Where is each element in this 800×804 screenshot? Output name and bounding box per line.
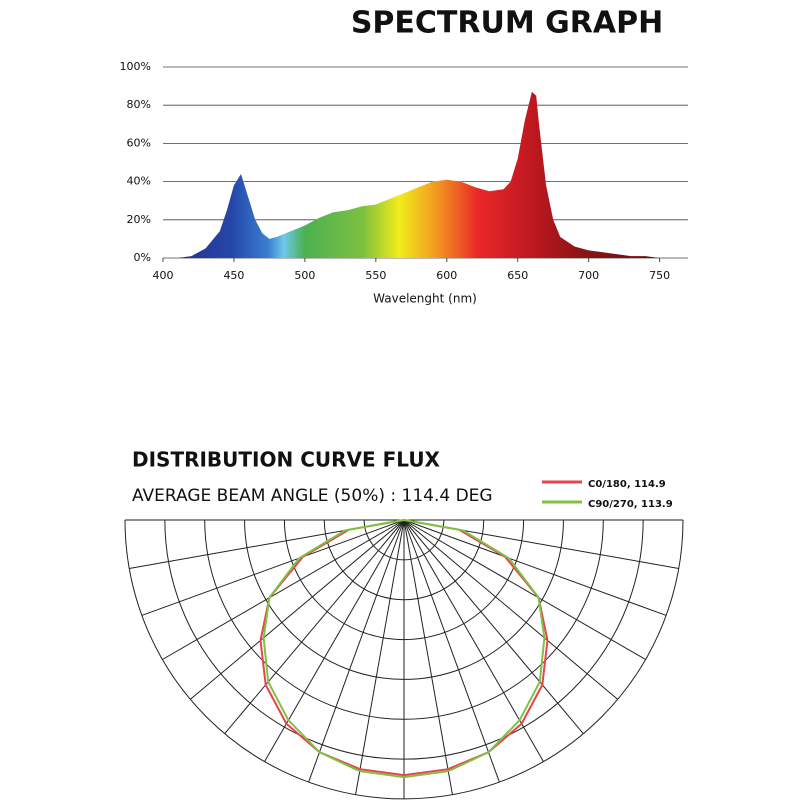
series-line [262,519,546,779]
x-tick-label: 700 [578,269,599,282]
x-tick-label: 750 [649,269,670,282]
grid-spoke [162,519,405,660]
grid-spoke [403,519,453,795]
grid-spoke [355,519,405,795]
x-axis-label: Wavelenght (nm) [373,292,477,306]
grid-spoke [308,519,405,783]
y-tick-label: 0% [134,251,151,264]
chart-subtitle: AVERAGE BEAM ANGLE (50%) : 114.4 DEG [132,486,493,506]
grid-spoke [403,519,584,735]
legend-label: C0/180, 114.9 [588,479,666,490]
x-tick-label: 650 [507,269,528,282]
x-tick-label: 550 [365,269,386,282]
chart-title: DISTRIBUTION CURVE FLUX [132,448,441,472]
y-tick-label: 20% [127,213,151,226]
grid-spoke [403,519,500,783]
x-tick-label: 400 [153,269,174,282]
y-tick-label: 80% [127,98,151,111]
x-tick-label: 500 [294,269,315,282]
grid-spoke [264,519,405,762]
chart-title: SPECTRUM GRAPH [351,6,663,41]
x-tick-label: 600 [436,269,457,282]
grid-spoke [403,519,667,616]
y-tick-label: 60% [127,136,151,149]
grid-spoke [224,519,405,735]
grid-spoke [403,519,646,660]
grid-spoke [141,519,405,616]
grid-spoke [189,519,405,700]
grid-spoke [403,519,619,700]
spectrum-area [163,91,688,258]
y-tick-label: 100% [120,60,151,73]
x-tick-label: 450 [223,269,244,282]
y-tick-label: 40% [127,175,151,188]
grid-spoke [403,519,544,762]
legend-label: C90/270, 113.9 [588,499,673,510]
